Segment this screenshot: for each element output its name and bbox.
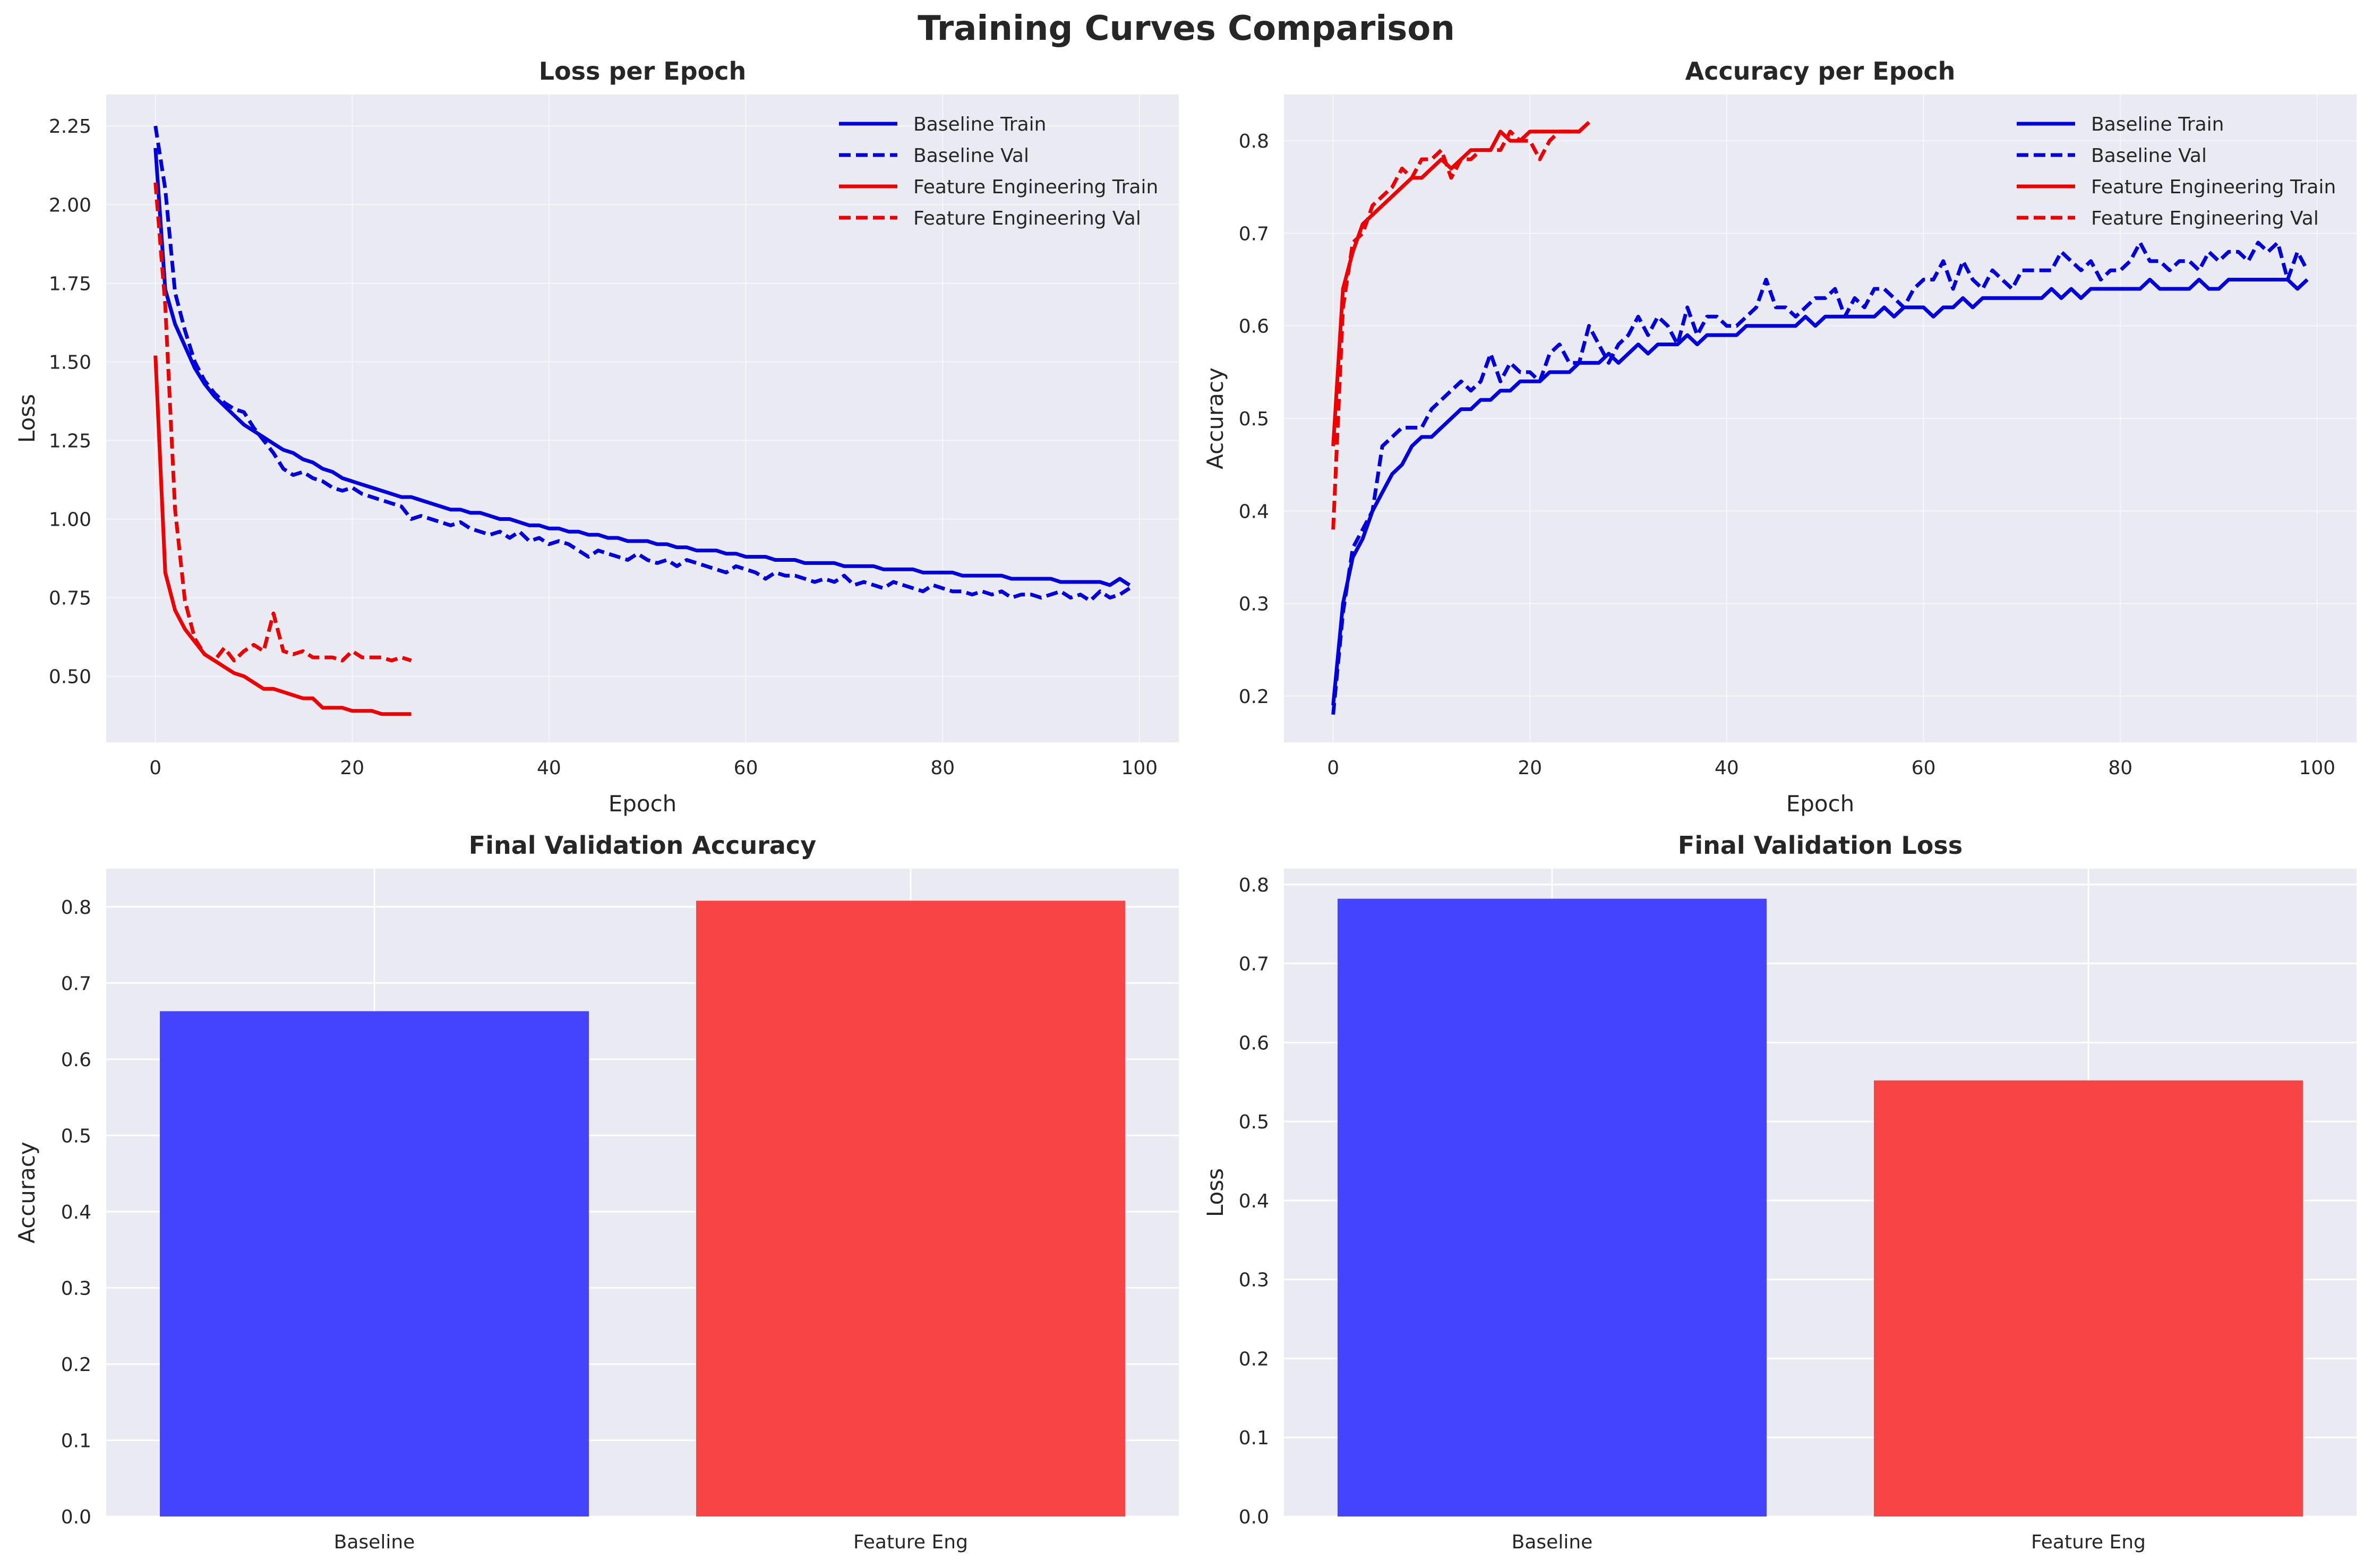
legend: Baseline Train Baseline Val Feature Engine… — [839, 114, 1158, 229]
legend-label: Baseline Val — [2091, 145, 2207, 167]
series-line-baseline-val — [153, 125, 1131, 603]
figure-title: Training Curves Comparison — [918, 9, 1455, 48]
y-tick-label: 0.0 — [61, 1506, 91, 1528]
bar-baseline — [1338, 898, 1767, 1516]
y-tick-label: 0.2 — [1239, 686, 1269, 708]
y-tick-label: 0.4 — [61, 1202, 91, 1223]
y-tick-label: 0.2 — [61, 1354, 91, 1376]
x-tick-label: Baseline — [334, 1531, 415, 1553]
bar-feature-eng — [696, 901, 1125, 1516]
y-tick-label: 1.25 — [49, 430, 91, 452]
y-tick-label: 0.75 — [49, 588, 91, 610]
y-axis-label: Loss — [1202, 1168, 1228, 1217]
x-tick-label: 80 — [2108, 757, 2132, 779]
y-tick-label: 0.6 — [61, 1049, 91, 1071]
y-tick-label: 0.8 — [61, 897, 91, 919]
y-tick-label: 0.7 — [1239, 954, 1269, 975]
y-tick-label: 0.1 — [1239, 1427, 1269, 1449]
y-tick-label: 1.50 — [49, 352, 91, 373]
y-tick-label: 1.75 — [49, 273, 91, 295]
y-tick-label: 2.25 — [49, 116, 91, 138]
y-tick-label: 0.6 — [1239, 316, 1269, 338]
x-tick-label: 80 — [930, 757, 955, 779]
y-tick-label: 0.1 — [61, 1430, 91, 1452]
x-tick-label: Baseline — [1512, 1531, 1593, 1553]
x-axis-label: Epoch — [609, 791, 677, 817]
y-tick-label: 0.4 — [1239, 501, 1269, 522]
series-line-feature-engineering-val — [1331, 121, 1590, 530]
series-line-baseline-train — [1331, 278, 2309, 706]
x-tick-label: 100 — [1121, 757, 1158, 779]
x-tick-label: Feature Eng — [853, 1531, 968, 1553]
panel-title: Accuracy per Epoch — [1685, 57, 1956, 85]
y-axis-label: Loss — [14, 394, 40, 443]
legend-label: Feature Engineering Train — [913, 176, 1158, 198]
series-line-baseline-val — [1331, 241, 2309, 715]
x-tick-label: 20 — [1518, 757, 1542, 779]
y-tick-label: 0.50 — [49, 666, 91, 688]
y-tick-label: 1.00 — [49, 509, 91, 531]
panel-title: Final Validation Loss — [1678, 831, 1963, 860]
y-tick-label: 0.3 — [1239, 594, 1269, 615]
legend-label: Feature Engineering Val — [2091, 208, 2319, 229]
y-tick-label: 0.5 — [1239, 1111, 1269, 1133]
y-tick-label: 0.8 — [1239, 131, 1269, 152]
x-tick-label: 100 — [2299, 757, 2336, 779]
panel-title: Loss per Epoch — [539, 57, 746, 85]
chart-final_loss: Baseline Feature Eng 0.0 0.1 0.2 0.3 0.4 0.5 0.6… — [1202, 831, 2357, 1553]
bar-feature-eng — [1874, 1080, 2303, 1516]
y-tick-label: 0.3 — [61, 1278, 91, 1299]
x-tick-label: 40 — [1715, 757, 1739, 779]
bar-baseline — [160, 1011, 589, 1516]
x-tick-label: Feature Eng — [2031, 1531, 2146, 1553]
y-tick-label: 0.4 — [1239, 1190, 1269, 1212]
x-tick-label: 0 — [149, 757, 161, 779]
y-tick-label: 0.6 — [1239, 1032, 1269, 1054]
x-tick-label: 0 — [1327, 757, 1339, 779]
y-axis-label: Accuracy — [14, 1142, 40, 1244]
chart-acc: 0 20 40 60 80 100 0.2 0.3 0.4 0.5 0.6 0.7 0.8 Baselin… — [1202, 57, 2357, 817]
x-tick-label: 40 — [537, 757, 561, 779]
y-tick-label: 0.8 — [1239, 875, 1269, 896]
x-tick-label: 60 — [734, 757, 758, 779]
y-tick-label: 0.0 — [1239, 1506, 1269, 1528]
chart-loss: 0 20 40 60 80 100 0.50 0.75 1.00 1.25 1.50 1.75 2.00… — [14, 57, 1179, 817]
panel-title: Final Validation Accuracy — [469, 831, 816, 860]
plot-area — [106, 95, 1179, 742]
y-tick-label: 0.5 — [1239, 408, 1269, 430]
legend: Baseline Train Baseline Val Feature Engine… — [2017, 114, 2336, 229]
x-tick-label: 20 — [340, 757, 364, 779]
legend-label: Feature Engineering Train — [2091, 176, 2336, 198]
y-tick-label: 0.3 — [1239, 1270, 1269, 1291]
x-axis-label: Epoch — [1786, 791, 1855, 817]
legend-label: Baseline Train — [913, 114, 1046, 135]
y-tick-label: 0.7 — [61, 973, 91, 995]
series-line-feature-engineering-val — [153, 182, 412, 663]
x-tick-label: 60 — [1912, 757, 1936, 779]
legend-label: Feature Engineering Val — [913, 208, 1141, 229]
chart-panels: 0 20 40 60 80 1000.500.751.001.251.501.752.00… — [14, 57, 2357, 1553]
y-axis-label: Accuracy — [1202, 367, 1228, 469]
legend-label: Baseline Train — [2091, 114, 2224, 135]
series-line-baseline-train — [153, 148, 1131, 587]
y-tick-label: 0.5 — [61, 1125, 91, 1147]
legend-label: Baseline Val — [913, 145, 1029, 167]
y-tick-label: 0.2 — [1239, 1348, 1269, 1370]
y-tick-label: 0.7 — [1239, 223, 1269, 245]
y-tick-label: 2.00 — [49, 194, 91, 216]
chart-final_acc: Baseline Feature Eng 0.0 0.1 0.2 0.3 0.4 0.5 0.6… — [14, 831, 1179, 1553]
